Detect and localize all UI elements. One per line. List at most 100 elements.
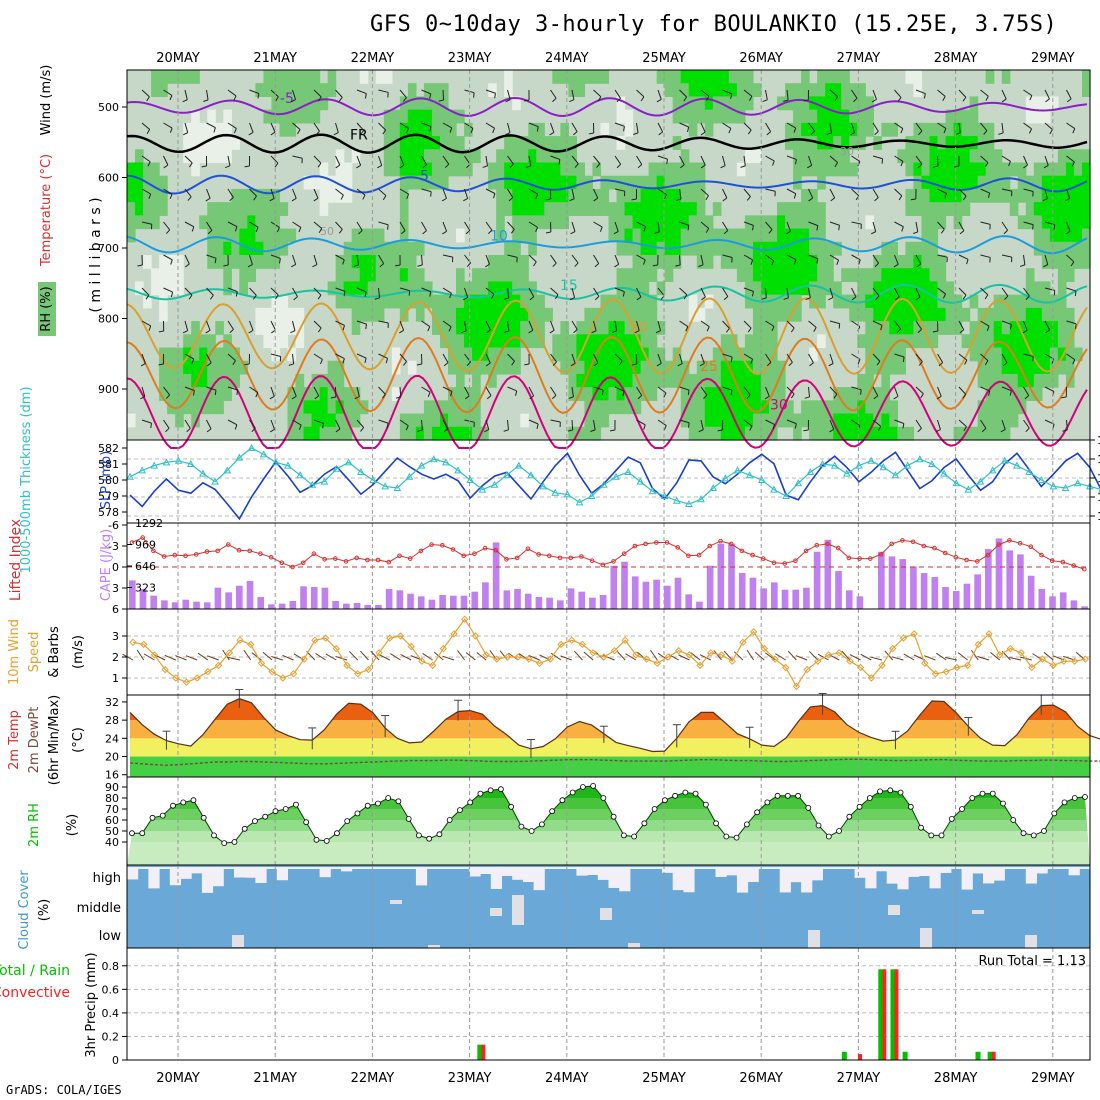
- rh-cell: [929, 307, 939, 322]
- wind10m-barb: [970, 649, 979, 661]
- rh-cell: [608, 202, 618, 216]
- rh-cell: [921, 215, 931, 230]
- rh-cell: [913, 321, 923, 335]
- rh-cell: [343, 400, 353, 415]
- rh-cell: [431, 109, 441, 124]
- lifted-index-marker: [1049, 558, 1055, 564]
- isotherm-15: [126, 283, 1088, 304]
- rh-cell: [785, 136, 794, 150]
- rh-cell: [600, 387, 610, 401]
- wind-barb: [616, 163, 622, 169]
- wind-barb: [838, 225, 840, 231]
- wind-barb: [227, 353, 236, 362]
- rh-cell: [640, 294, 650, 309]
- rh-cell: [439, 109, 449, 124]
- wind-barb: [269, 396, 275, 400]
- thickness-marker: [1049, 482, 1058, 490]
- rh-cell: [327, 400, 337, 415]
- rh-cell: [921, 321, 931, 335]
- wind-barb: [851, 221, 862, 225]
- rh-cell: [1065, 307, 1075, 322]
- wind-barb: [484, 429, 490, 433]
- wind-barb: [1044, 320, 1051, 331]
- rh-cell: [415, 307, 425, 322]
- wind-barb: [902, 423, 905, 429]
- rh-cell: [335, 360, 345, 375]
- rh-cell: [407, 413, 417, 428]
- lifted-index-tick-label: 6: [112, 603, 119, 616]
- wind-barb: [209, 294, 214, 300]
- thickness-marker: [587, 491, 596, 499]
- rh-cell: [1041, 162, 1051, 177]
- wind-barb: [249, 122, 254, 133]
- rh-cell: [704, 109, 714, 124]
- rh-cell: [303, 70, 313, 84]
- rh-cell: [464, 426, 473, 441]
- wind-barb: [571, 353, 576, 364]
- rh-cell: [1065, 162, 1075, 177]
- rh-cell: [279, 109, 289, 124]
- rh2m-marker: [313, 836, 320, 843]
- wind-barb: [141, 386, 146, 397]
- rh-cell: [560, 334, 569, 349]
- wind-barb: [872, 155, 883, 160]
- rh-legend-swatch: [38, 282, 56, 336]
- rh-cell: [720, 387, 730, 401]
- pressure-tick-label: 900: [98, 383, 119, 396]
- rh2m-marker: [846, 813, 853, 820]
- wind-barb: [545, 198, 551, 201]
- rh-cell: [656, 321, 666, 335]
- wind-barb: [932, 330, 938, 333]
- rh-cell: [857, 307, 866, 322]
- wind-barb: [765, 122, 772, 132]
- rh-cell: [712, 400, 722, 415]
- rh-cell: [833, 400, 842, 415]
- rh-cell: [327, 360, 337, 375]
- wind-barb: [449, 293, 452, 299]
- wind-barb: [524, 363, 530, 366]
- rh-cell: [480, 281, 489, 296]
- wind-barb: [528, 254, 537, 263]
- rh-cell: [961, 334, 971, 349]
- rh-cell: [1041, 294, 1051, 309]
- rh-cell: [127, 162, 136, 177]
- wind-barb: [593, 386, 604, 391]
- wind-barb: [492, 193, 496, 199]
- wind-barb: [1066, 98, 1072, 103]
- rh-cell: [175, 347, 184, 362]
- wind-barb: [421, 188, 432, 193]
- wind-barb: [743, 386, 751, 396]
- wind-barb: [614, 386, 625, 392]
- rh-cell: [207, 347, 216, 362]
- wind-barb: [829, 320, 840, 325]
- wind-barb: [829, 428, 834, 433]
- rh-cell: [993, 294, 1003, 309]
- rh-cell: [760, 400, 770, 415]
- wind-barb: [700, 353, 705, 364]
- rh-cell: [728, 96, 738, 111]
- wind-barb: [834, 96, 839, 102]
- wind-barb: [1066, 188, 1071, 199]
- cape-bar: [182, 599, 190, 609]
- rh-cell: [937, 281, 947, 296]
- rh-cell: [744, 149, 754, 164]
- rh-cell: [496, 255, 505, 269]
- lifted-index-marker: [654, 540, 659, 545]
- rh-cell: [648, 387, 658, 401]
- lifted-index-marker: [718, 538, 723, 544]
- rh-cell: [207, 387, 216, 401]
- rh-cell: [1001, 307, 1011, 322]
- wind-barb: [378, 89, 389, 93]
- rh-cell: [752, 281, 762, 296]
- rh2m-marker: [344, 818, 351, 824]
- cape-bar: [1006, 550, 1014, 609]
- wind-barb: [275, 294, 279, 300]
- rh-cell: [295, 96, 305, 111]
- wind-barb: [958, 254, 969, 260]
- rh-cell: [817, 241, 826, 256]
- wind-barb: [552, 262, 557, 268]
- wind-barb: [248, 131, 254, 136]
- isotherm-label: 30: [770, 398, 788, 414]
- wind-barb: [730, 356, 733, 362]
- rh-cell: [335, 255, 345, 269]
